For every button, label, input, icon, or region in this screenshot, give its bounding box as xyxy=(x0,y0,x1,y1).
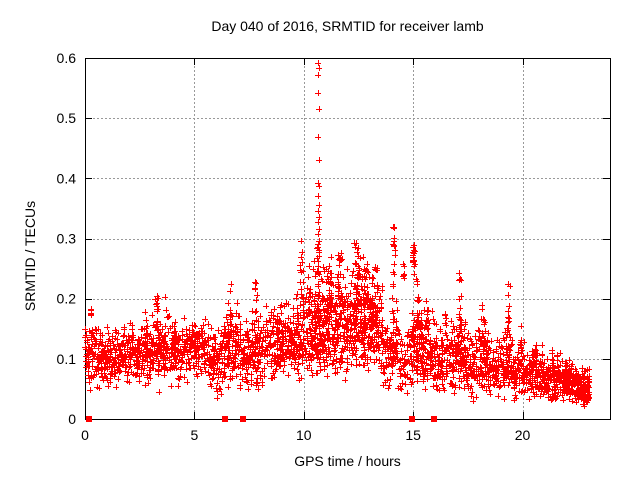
x-tick-label: 20 xyxy=(515,427,531,443)
y-tick-label: 0.4 xyxy=(57,170,77,186)
x-tick-label: 15 xyxy=(405,427,421,443)
chart-title: Day 040 of 2016, SRMTID for receiver lam… xyxy=(211,18,484,34)
plot-border xyxy=(85,58,611,420)
x-tick-label: 0 xyxy=(81,427,89,443)
y-tick-label: 0.5 xyxy=(57,110,77,126)
zero-value-square-marker xyxy=(86,416,92,422)
y-tick-label: 0.6 xyxy=(57,50,77,66)
zero-value-square-marker xyxy=(240,416,246,422)
scatter-points xyxy=(82,60,592,409)
zero-value-square-marker xyxy=(222,416,228,422)
x-tick-label: 10 xyxy=(296,427,312,443)
grid-lines xyxy=(85,58,610,419)
y-axis-label: SRMTID / TECUs xyxy=(22,200,38,312)
zero-value-square-marker xyxy=(431,416,437,422)
y-tick-label: 0 xyxy=(68,411,76,427)
y-tick-label: 0.1 xyxy=(57,351,77,367)
zero-value-square-marker xyxy=(409,416,415,422)
x-tick-label: 5 xyxy=(190,427,198,443)
y-tick-label: 0.2 xyxy=(57,291,77,307)
x-axis-label: GPS time / hours xyxy=(294,453,401,469)
y-tick-label: 0.3 xyxy=(57,231,77,247)
